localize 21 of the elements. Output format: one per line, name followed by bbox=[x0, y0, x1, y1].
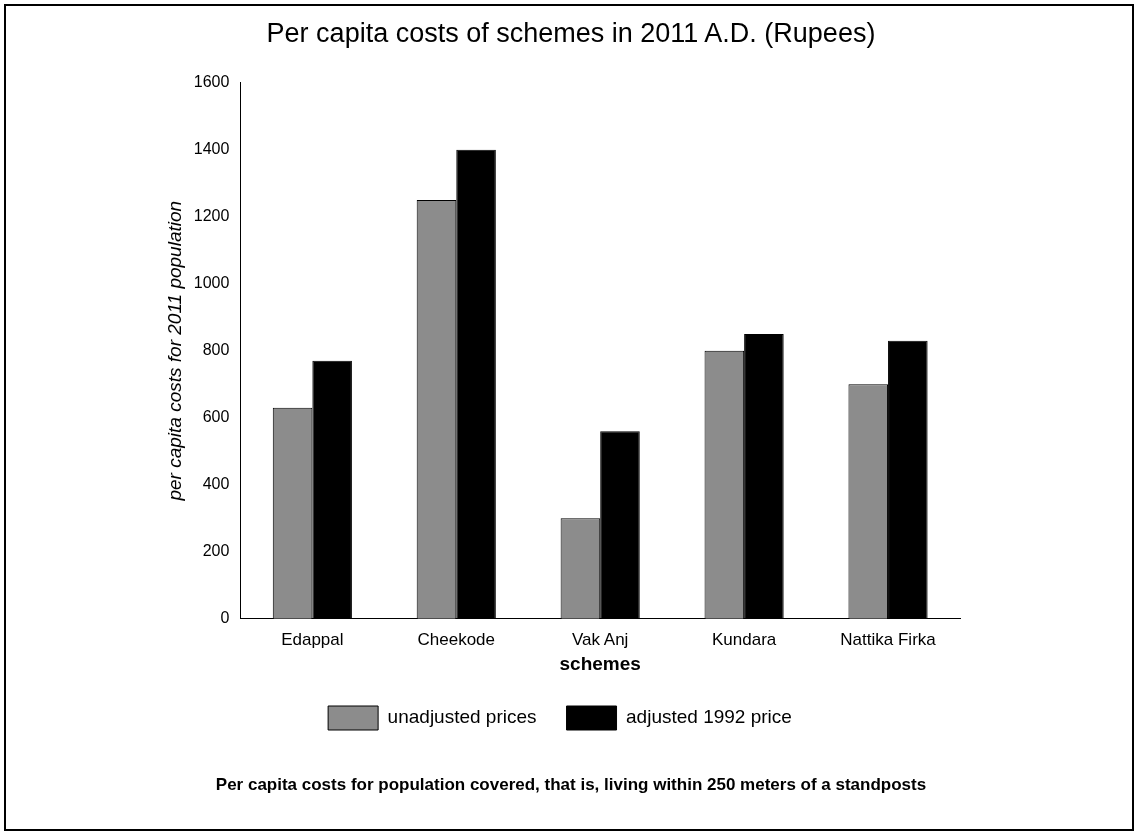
x-tick-label: Nattika Firka bbox=[840, 629, 937, 649]
y-axis-title: per capita costs for 2011 population bbox=[163, 200, 185, 502]
legend-label: adjusted 1992 price bbox=[626, 706, 792, 728]
chart-title: Per capita costs of schemes in 2011 A.D. (Rupees) bbox=[265, 18, 877, 49]
y-tick-label: 1000 bbox=[193, 274, 230, 292]
y-tick-label: 0 bbox=[220, 609, 230, 627]
y-tick-label: 800 bbox=[202, 341, 230, 359]
x-tick-label: Kundara bbox=[711, 629, 777, 649]
x-tick-label: Edappal bbox=[281, 629, 344, 649]
bar bbox=[888, 340, 928, 619]
y-tick-label: 200 bbox=[202, 542, 230, 560]
y-tick-label: 600 bbox=[202, 408, 230, 426]
x-tick-label: Cheekode bbox=[417, 629, 496, 649]
y-tick-label: 1200 bbox=[193, 207, 230, 225]
x-axis-title: schemes bbox=[559, 652, 641, 674]
y-tick-label: 1600 bbox=[193, 73, 230, 91]
text: Per capita costs for population covered, that is, living within 250 meters of a standposts bbox=[214, 775, 928, 795]
x-tick-label: Vak Anj bbox=[572, 629, 629, 649]
y-tick-label: 1400 bbox=[193, 140, 230, 158]
y-tick-label: 400 bbox=[202, 475, 230, 493]
legend-label: unadjusted prices bbox=[387, 706, 537, 728]
